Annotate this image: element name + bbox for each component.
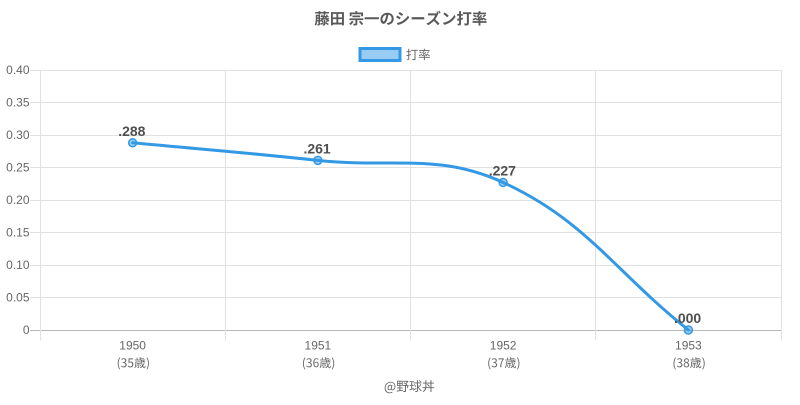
svg-text:1952: 1952 [490,339,517,353]
svg-text:0: 0 [23,323,30,337]
svg-text:0.35: 0.35 [6,96,30,110]
svg-text:0.40: 0.40 [6,63,30,77]
svg-text:1950: 1950 [119,339,146,353]
svg-text:1951: 1951 [305,339,332,353]
svg-text:1953: 1953 [675,339,702,353]
svg-text:.261: .261 [303,141,330,157]
svg-text:0.10: 0.10 [6,258,30,272]
svg-text:.227: .227 [489,163,516,179]
svg-text:0.15: 0.15 [6,226,30,240]
svg-text:0.25: 0.25 [6,161,30,175]
svg-text:.288: .288 [118,123,145,139]
svg-text:0.05: 0.05 [6,291,30,305]
svg-text:.000: .000 [674,310,701,326]
svg-text:0.20: 0.20 [6,193,30,207]
svg-text:0.30: 0.30 [6,128,30,142]
